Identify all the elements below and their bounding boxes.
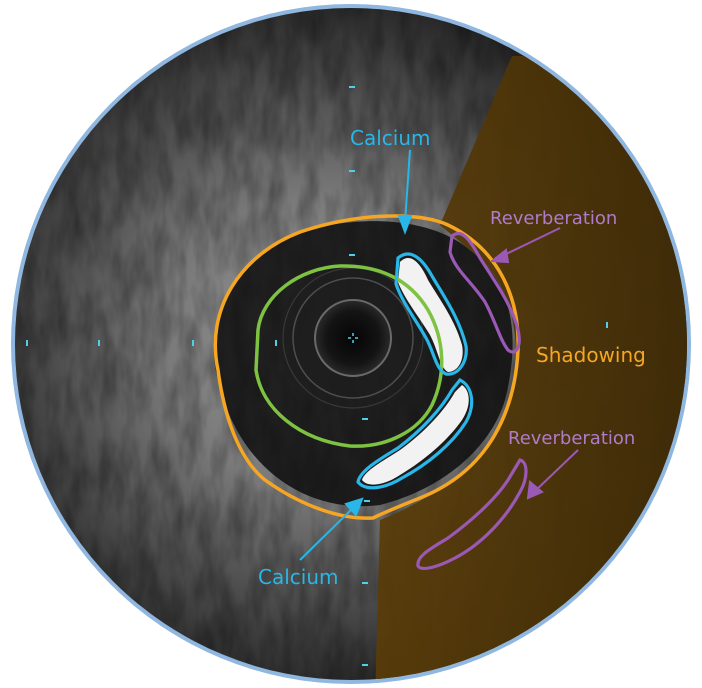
reverberation-top-arrow xyxy=(489,227,561,264)
catheter-ring-2 xyxy=(282,267,424,409)
reverberation-bottom-arrow xyxy=(526,449,579,500)
crosshair-icon xyxy=(348,333,358,343)
calibration-marks xyxy=(26,86,608,666)
calcium-outline-upper xyxy=(394,252,468,376)
reverberation-outline-lower xyxy=(416,458,528,571)
vessel-border xyxy=(213,214,520,520)
lumen-border xyxy=(254,264,444,448)
label-calcium-top: Calcium xyxy=(350,126,431,150)
catheter-ring xyxy=(292,277,414,399)
label-reverberation-bottom: Reverberation xyxy=(508,428,635,449)
label-shadowing: Shadowing xyxy=(536,343,646,367)
catheter xyxy=(314,299,392,377)
calcium-outline-lower xyxy=(356,377,474,490)
label-calcium-bottom: Calcium xyxy=(258,565,339,589)
label-reverberation-top: Reverberation xyxy=(490,208,617,229)
calcium-deposit-lower xyxy=(362,385,469,485)
calcium-top-arrow xyxy=(397,149,413,235)
reverberation-outline-upper xyxy=(448,231,521,354)
calcium-bottom-arrow xyxy=(299,497,364,561)
